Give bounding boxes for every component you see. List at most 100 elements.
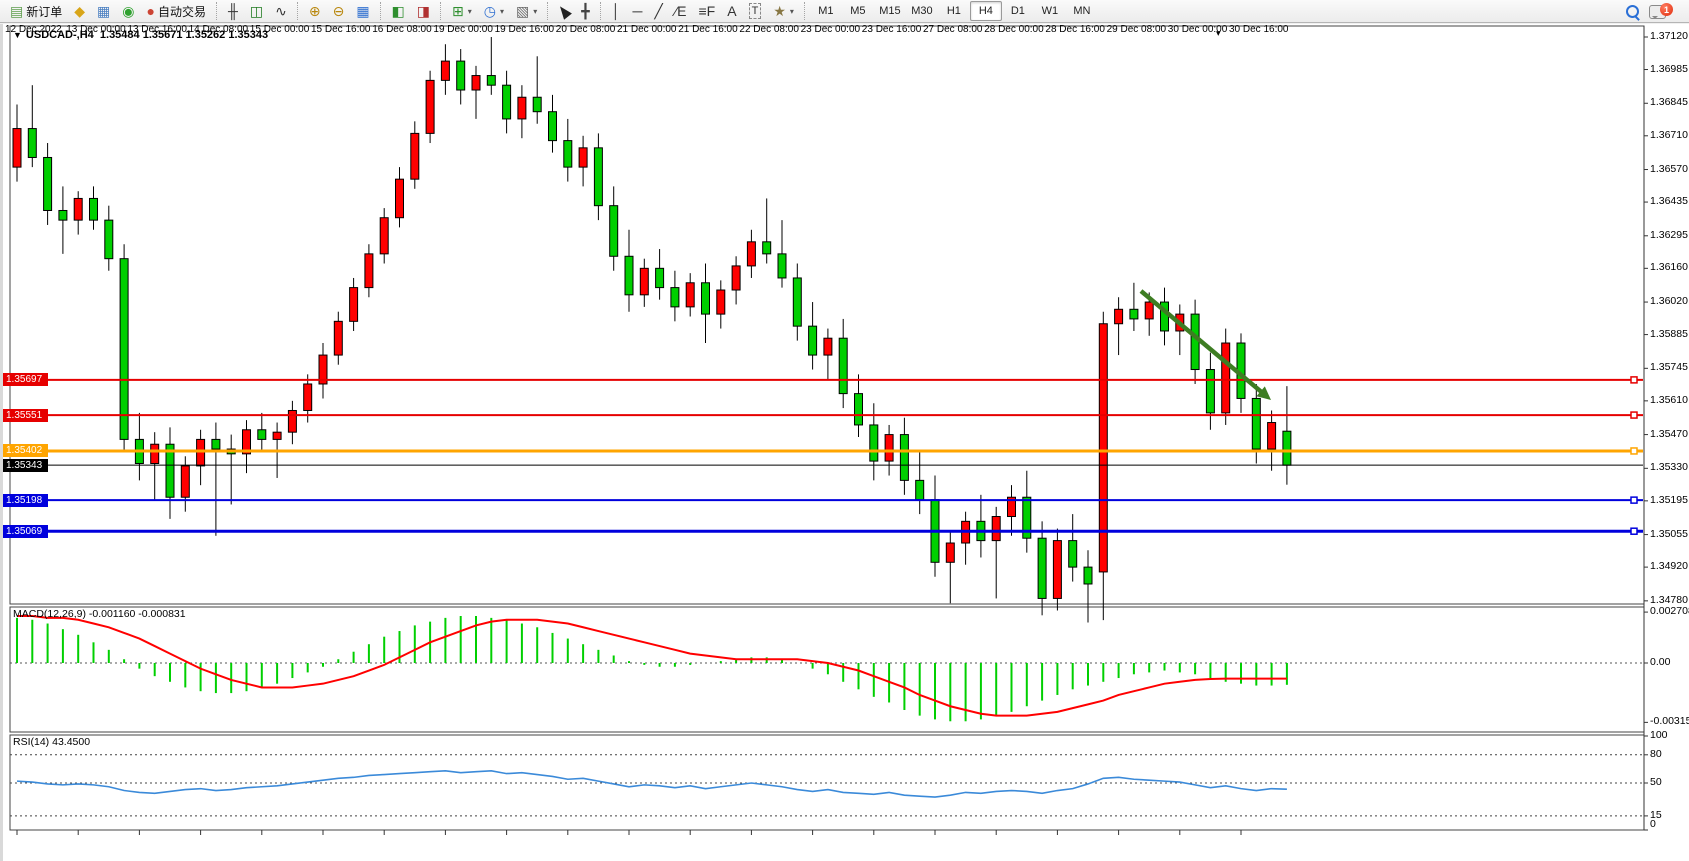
- time-axis-label: 28 Dec 00:00: [984, 24, 1044, 35]
- candle: [716, 289, 726, 315]
- trendline-button[interactable]: ╱: [648, 0, 668, 22]
- rsi-line: [16, 769, 1287, 798]
- toolbar-separator: [547, 2, 549, 20]
- candle: [58, 209, 68, 221]
- autotrade-icon: ●: [146, 3, 155, 19]
- candle: [89, 197, 98, 221]
- notification-badge[interactable]: 1: [1660, 3, 1673, 16]
- line-handle[interactable]: [1630, 411, 1638, 419]
- candle: [287, 409, 297, 433]
- line-handle[interactable]: [1630, 447, 1638, 455]
- candle: [318, 354, 328, 385]
- candle: [211, 438, 221, 450]
- label-button[interactable]: T: [743, 0, 768, 22]
- candle: [180, 465, 190, 498]
- candle: [196, 438, 206, 467]
- horizontal-line-button[interactable]: ─: [626, 0, 648, 22]
- new-chart-button[interactable]: ⊞ ▾: [446, 0, 478, 22]
- line-handle[interactable]: [1630, 376, 1638, 384]
- candle: [165, 443, 175, 498]
- timeframe-m1-button[interactable]: M1: [818, 5, 834, 17]
- template-icon: ▧: [516, 3, 530, 19]
- price-axis-label: 1.34920: [1650, 560, 1688, 573]
- fibonacci-button[interactable]: ≡F: [693, 0, 722, 22]
- candle: [1282, 430, 1292, 466]
- price-axis-label: 1.36020: [1650, 295, 1688, 308]
- vertical-line-button[interactable]: │: [606, 0, 627, 22]
- line-handle[interactable]: [1630, 527, 1638, 535]
- new-order-button-label: 新订单: [26, 4, 63, 19]
- zoom-out-button[interactable]: ⊖: [327, 0, 351, 22]
- signals-icon[interactable]: ◉: [116, 0, 140, 22]
- text-button[interactable]: A: [721, 0, 742, 22]
- time-axis-label: 13 Dec 16:00: [127, 24, 187, 35]
- candle: [746, 241, 756, 267]
- candle: [440, 60, 450, 81]
- dropdown-arrow-icon[interactable]: ▾: [467, 6, 472, 16]
- period-button[interactable]: ◷ ▾: [478, 0, 510, 22]
- candle: [624, 255, 634, 296]
- zoom-in-button[interactable]: ⊕: [303, 0, 327, 22]
- candle: [73, 197, 83, 221]
- timeframe-m15-button[interactable]: M15: [879, 5, 901, 17]
- timeframe-h1-button[interactable]: H1: [946, 5, 961, 17]
- line-chart-button[interactable]: ∿: [269, 0, 293, 22]
- candle: [854, 393, 863, 426]
- candlestick-button[interactable]: ◫: [244, 0, 269, 22]
- crosshair-button[interactable]: ╋: [575, 0, 595, 22]
- autotrade-button[interactable]: ● 自动交易: [140, 0, 211, 22]
- crosshair-icon: ╋: [581, 3, 590, 19]
- candle: [838, 337, 848, 395]
- bar-chart-button[interactable]: ╫: [222, 0, 244, 22]
- time-axis-label: 22 Dec 08:00: [739, 24, 799, 35]
- dropdown-arrow-icon[interactable]: ▾: [789, 6, 794, 16]
- candle: [43, 156, 53, 211]
- symbol-name: USDCAD-,H4: [25, 29, 94, 41]
- trend-arrow[interactable]: [1139, 289, 1271, 400]
- shapes-button[interactable]: ★ ▾: [767, 0, 800, 22]
- chart-shift-button[interactable]: ◨: [411, 0, 436, 22]
- chart-window[interactable]: ▼ USDCAD-,H4 1.35484 1.35671 1.35262 1.35…: [0, 24, 1689, 861]
- channel-button[interactable]: ⁄E: [669, 0, 693, 22]
- time-axis-label: 15 Dec 00:00: [249, 24, 310, 35]
- candle: [1052, 540, 1062, 599]
- gold-icon[interactable]: ◆: [68, 0, 91, 22]
- price-pane[interactable]: [9, 25, 1645, 605]
- chart-canvas[interactable]: [3, 24, 1689, 861]
- chart-shift-icon: ◨: [416, 3, 431, 19]
- candle: [517, 96, 527, 120]
- candle: [1098, 323, 1108, 573]
- timeframe-m30-button[interactable]: M30: [911, 5, 933, 17]
- time-axis-label: 21 Dec 16:00: [678, 24, 738, 35]
- time-axis-label: 19 Dec 16:00: [494, 24, 555, 35]
- line-handle[interactable]: [1630, 496, 1638, 504]
- candle: [731, 265, 741, 291]
- new-order-button[interactable]: ▤ 新订单: [4, 0, 68, 22]
- tile-windows-button[interactable]: ▦: [350, 0, 375, 22]
- series-collapse-icon[interactable]: ▾: [1216, 28, 1221, 38]
- cursor-button[interactable]: [553, 0, 575, 22]
- toolbar-separator: [215, 2, 218, 20]
- timeframe-w1-button[interactable]: W1: [1041, 5, 1059, 17]
- timeframe-d1-button[interactable]: D1: [1010, 5, 1025, 17]
- price-level-badge: 1.35069: [3, 524, 48, 538]
- time-axis-label: 30 Dec 00:00: [1167, 24, 1228, 35]
- dropdown-arrow-icon[interactable]: ▾: [533, 6, 538, 16]
- candle: [548, 111, 557, 142]
- candle: [471, 75, 481, 91]
- cursor-icon: [556, 2, 573, 20]
- timeframe-m5-button[interactable]: M5: [850, 5, 866, 17]
- candle: [456, 60, 466, 91]
- timeframe-mn-button[interactable]: MN: [1073, 5, 1091, 17]
- dropdown-arrow-icon[interactable]: ▾: [500, 6, 505, 16]
- candle: [915, 479, 925, 501]
- template-button[interactable]: ▧ ▾: [510, 0, 543, 22]
- timeframe-h4-button[interactable]: H4: [969, 1, 1002, 21]
- auto-scroll-button[interactable]: ◧: [386, 0, 411, 22]
- time-axis-label: 21 Dec 00:00: [617, 24, 677, 35]
- search-icon[interactable]: [1626, 4, 1639, 18]
- time-axis-label: 28 Dec 16:00: [1045, 24, 1105, 35]
- charts-window-icon[interactable]: ▦: [91, 0, 116, 22]
- symbol-dropdown-icon[interactable]: ▼: [13, 30, 22, 40]
- new-order-icon: ▤: [10, 3, 24, 19]
